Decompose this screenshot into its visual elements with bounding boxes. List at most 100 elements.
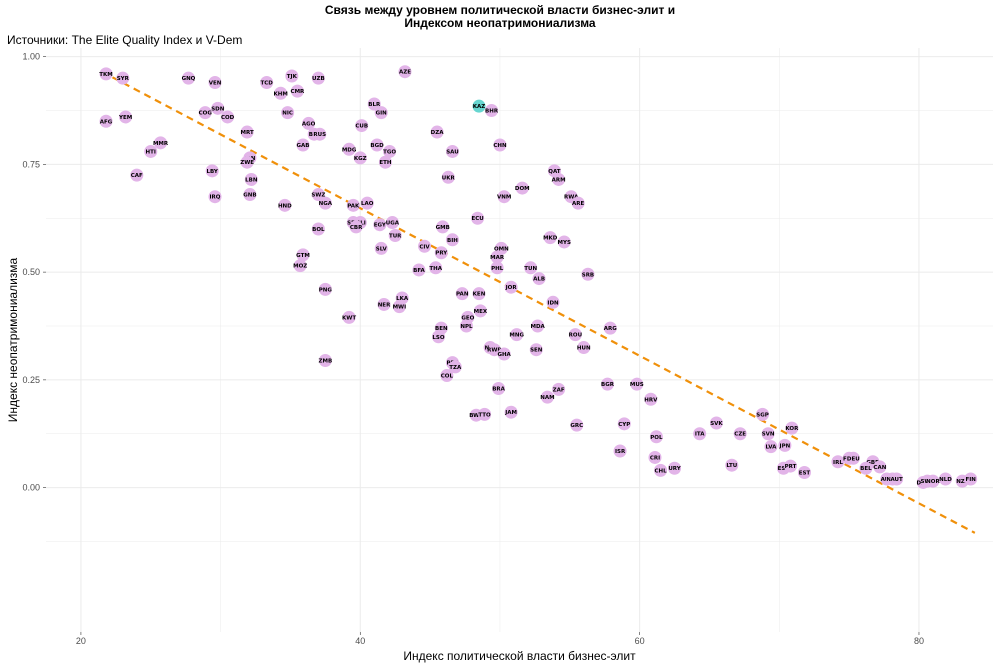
data-point-label: KEN xyxy=(473,292,486,298)
data-point xyxy=(532,272,546,286)
data-point xyxy=(831,455,845,469)
data-point xyxy=(211,101,225,115)
data-point-label: MEX xyxy=(474,309,488,315)
data-point-label: QAT xyxy=(548,169,561,175)
data-point xyxy=(756,407,770,421)
data-point xyxy=(939,472,953,486)
data-point-label: GAB xyxy=(297,143,310,149)
data-point xyxy=(116,71,130,85)
data-point xyxy=(311,188,325,202)
data-point-label: FIN xyxy=(965,477,976,483)
data-point xyxy=(515,181,529,195)
y-tick-label: 0.75 xyxy=(22,159,40,169)
data-point-label: LSO xyxy=(432,335,444,341)
data-point-label: TUR xyxy=(389,233,402,239)
data-point-label: MWI xyxy=(393,305,407,311)
data-point xyxy=(490,261,504,275)
data-point-label: KGZ xyxy=(354,156,367,162)
data-point-label: CHN xyxy=(493,143,507,149)
data-point-label: ITA xyxy=(695,432,705,438)
data-point-label: TTO xyxy=(478,412,491,418)
data-point-label: SLV xyxy=(376,246,388,252)
data-point xyxy=(964,472,978,486)
data-point-label: MRT xyxy=(241,130,254,136)
data-point-label: ETH xyxy=(379,160,392,166)
data-point-label: SAU xyxy=(446,149,459,155)
data-point-label: KWT xyxy=(342,315,356,321)
data-point xyxy=(278,198,292,212)
data-point-label: MYS xyxy=(557,240,570,246)
trendline-group xyxy=(101,70,976,534)
data-point-label: GMB xyxy=(436,225,450,231)
data-point-label: RWA xyxy=(564,195,579,201)
data-point-label: DEU xyxy=(847,456,860,462)
data-point-label: RWB xyxy=(487,348,502,354)
data-point-label: VEN xyxy=(209,80,222,86)
data-point-label: CRI xyxy=(650,455,660,461)
data-point xyxy=(119,110,133,124)
data-point xyxy=(644,392,658,406)
data-point-label: PNG xyxy=(319,287,333,293)
data-point xyxy=(654,463,668,477)
data-point xyxy=(374,241,388,255)
data-point-label: ROU xyxy=(569,333,582,339)
data-point-label: UGA xyxy=(386,221,400,227)
y-tick-label: 0.00 xyxy=(22,483,40,493)
data-point-label: RUS xyxy=(313,132,326,138)
data-point-label: AUT xyxy=(890,477,903,483)
data-point xyxy=(243,188,257,202)
data-point xyxy=(412,263,426,277)
data-point-label: EGY xyxy=(374,223,387,229)
data-point-label: HND xyxy=(278,203,292,209)
data-point xyxy=(529,343,543,357)
data-point xyxy=(208,75,222,89)
data-point-label: MDA xyxy=(531,324,546,330)
data-point-label: CIV xyxy=(419,244,430,250)
data-point-label: UZB xyxy=(312,76,325,82)
data-point xyxy=(342,310,356,324)
data-point-label: ZWE xyxy=(240,160,254,166)
data-point-label: GNQ xyxy=(182,76,196,82)
data-point-label: MDG xyxy=(342,147,357,153)
data-point xyxy=(478,407,492,421)
data-point-label: IDN xyxy=(547,300,559,306)
data-point xyxy=(492,381,506,395)
data-point-label: BOL xyxy=(312,227,325,233)
data-point-label: NZL xyxy=(956,479,969,485)
data-point-label: GHA xyxy=(497,352,511,358)
data-point xyxy=(926,474,940,488)
data-point-label: NAM xyxy=(540,395,554,401)
data-point-label: OMN xyxy=(494,246,509,252)
data-point xyxy=(472,287,486,301)
data-point-label: TUN xyxy=(524,266,537,272)
data-point xyxy=(497,190,511,204)
data-point xyxy=(181,71,195,85)
data-point-label: BGR xyxy=(601,382,615,388)
data-point xyxy=(318,282,332,296)
data-point-label: DZA xyxy=(431,130,445,136)
data-point-label: EST xyxy=(799,471,811,477)
data-point xyxy=(504,280,518,294)
data-point-label: ZMB xyxy=(319,358,333,364)
data-point xyxy=(353,151,367,165)
data-point xyxy=(510,328,524,342)
data-point xyxy=(630,377,644,391)
data-point xyxy=(445,144,459,158)
data-point-label: BLR xyxy=(368,102,381,108)
data-point xyxy=(418,239,432,253)
data-point xyxy=(581,267,595,281)
data-point xyxy=(130,168,144,182)
data-point-label: JOR xyxy=(505,285,518,291)
data-point-label: BWA xyxy=(469,413,484,419)
data-point xyxy=(374,106,388,120)
data-point xyxy=(459,319,473,333)
data-point-label: MKD xyxy=(543,236,558,242)
data-point-label: MMR xyxy=(153,141,169,147)
data-point xyxy=(600,377,614,391)
data-point xyxy=(434,246,448,260)
data-point xyxy=(733,427,747,441)
data-point xyxy=(709,416,723,430)
data-point xyxy=(785,421,799,435)
